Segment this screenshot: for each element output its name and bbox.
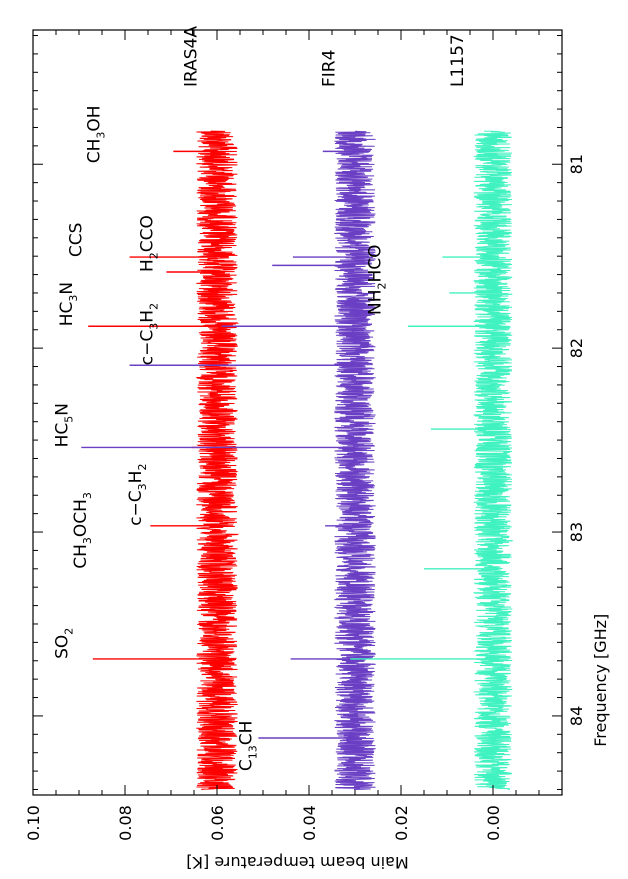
y-tick-label: 0.04: [300, 805, 319, 841]
x-tick-label: 81: [567, 154, 586, 174]
x-tick-label: 82: [567, 338, 586, 358]
annotation-label: NH2HCO: [365, 244, 388, 315]
x-tick-label: 84: [567, 706, 586, 726]
annotation-label: H2CCO: [138, 215, 161, 272]
y-axis-label: Main beam temperature [K]: [186, 853, 408, 872]
annotation-label: L1157: [448, 34, 468, 87]
annotation-label: SO2: [53, 628, 76, 659]
series-fir4: [81, 130, 377, 790]
y-tick-label: 0.02: [392, 805, 411, 841]
annotation-label: HC3N: [57, 282, 80, 326]
annotation-label: c−C3H2: [138, 303, 161, 365]
series-line-fir4: [334, 130, 377, 790]
series-line-l1157: [472, 130, 514, 790]
x-axis-label: Frequency [GHz]: [591, 614, 610, 747]
x-axis: 81 82 83 84 Frequency [GHz]: [33, 35, 610, 790]
series-line-iras4a: [195, 130, 240, 790]
series-l1157: [350, 130, 514, 790]
annotation-label: CH3OCH3: [71, 492, 94, 569]
annotation-label: FIR4: [319, 50, 339, 87]
annotation-label: IRAS4A: [181, 26, 201, 87]
annotation-label: CH3OH: [85, 105, 108, 163]
annotation-label: C13CH: [237, 721, 260, 772]
annotation-label: c−C3H2: [126, 464, 149, 526]
y-tick-label: 0.00: [484, 805, 503, 841]
annotations: CH3OH CCS H2CCO HC3N c−C3H2 HC5N c−C3H2 CH3OCH3…: [53, 26, 469, 771]
annotation-label: HC5N: [53, 403, 76, 447]
y-axis: 0.00 0.02 0.04 0.06 0.08 0.10 Main beam temper…: [24, 30, 563, 872]
y-tick-label: 0.10: [24, 805, 43, 841]
annotation-label: CCS: [66, 223, 86, 258]
y-tick-label: 0.06: [208, 805, 227, 841]
plot-frame: [32, 29, 563, 796]
y-tick-label: 0.08: [116, 805, 135, 841]
x-tick-label: 83: [567, 522, 586, 542]
series-iras4a: [88, 130, 240, 790]
